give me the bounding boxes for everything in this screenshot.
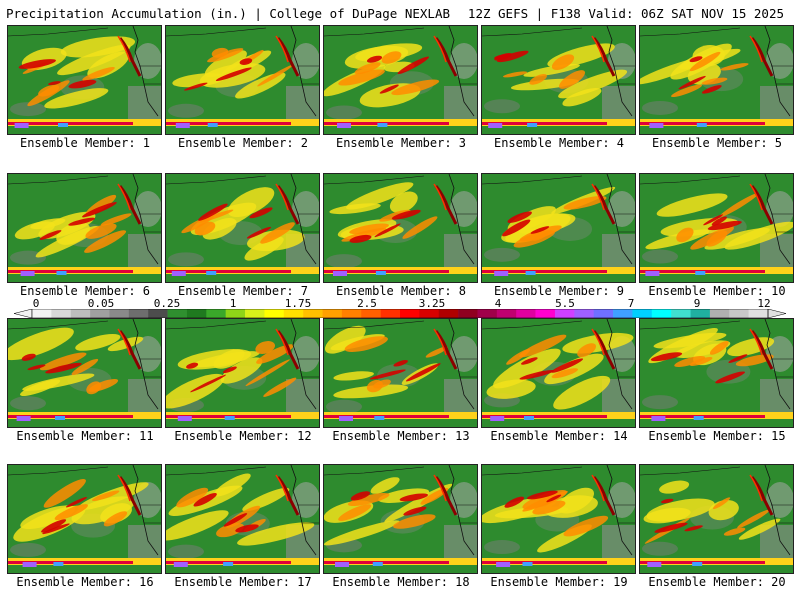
colorbar-tick-label: 1 <box>229 297 237 310</box>
colorbar-segment <box>496 309 517 318</box>
colorbar-segment <box>186 309 207 318</box>
colorbar-segment <box>574 309 594 318</box>
colorbar-segment <box>438 309 459 318</box>
ensemble-map-9 <box>481 173 636 283</box>
member-caption: Ensemble Member: 3 <box>335 136 467 150</box>
member-caption: Ensemble Member: 6 <box>19 284 151 298</box>
colorbar-segment <box>651 309 672 318</box>
ensemble-map-10 <box>639 173 794 283</box>
colorbar-segment <box>32 309 52 318</box>
colorbar-segment <box>400 309 420 318</box>
colorbar-tick-label: 0 <box>32 297 40 310</box>
ensemble-map-4 <box>481 25 636 135</box>
ensemble-map-15 <box>639 318 794 428</box>
colorbar-segment <box>690 309 711 318</box>
ensemble-map-13 <box>323 318 478 428</box>
member-caption: Ensemble Member: 13 <box>332 429 470 443</box>
colorbar-tick-label: 0.25 <box>153 297 181 310</box>
colorbar-segment <box>632 309 653 318</box>
ensemble-map-17 <box>165 464 320 574</box>
colorbar-segment <box>554 309 575 318</box>
colorbar-tick-label: 5.5 <box>555 297 575 310</box>
member-caption: Ensemble Member: 7 <box>177 284 309 298</box>
member-caption: Ensemble Member: 11 <box>16 429 154 443</box>
colorbar-segment <box>341 309 362 318</box>
colorbar-segment <box>303 309 323 318</box>
colorbar-tick-label: 4 <box>494 297 502 310</box>
colorbar-left-arrow <box>14 309 33 318</box>
colorbar-segment <box>51 309 72 318</box>
colorbar-segment <box>748 309 769 318</box>
ensemble-map-12 <box>165 318 320 428</box>
colorbar-right-arrow <box>767 309 786 318</box>
member-caption: Ensemble Member: 16 <box>16 575 154 589</box>
colorbar-segment <box>477 309 498 318</box>
ensemble-map-6 <box>7 173 162 283</box>
member-caption: Ensemble Member: 8 <box>335 284 467 298</box>
ensemble-map-18 <box>323 464 478 574</box>
ensemble-map-1 <box>7 25 162 135</box>
ensemble-map-16 <box>7 464 162 574</box>
member-caption: Ensemble Member: 2 <box>177 136 309 150</box>
colorbar-tick-label: 3.25 <box>418 297 446 310</box>
ensemble-map-14 <box>481 318 636 428</box>
colorbar-tick-label: 0.05 <box>87 297 115 310</box>
ensemble-map-3 <box>323 25 478 135</box>
colorbar-segment <box>535 309 556 318</box>
colorbar-segment <box>109 309 130 318</box>
ensemble-map-8 <box>323 173 478 283</box>
ensemble-map-11 <box>7 318 162 428</box>
colorbar-tick-labels: 0 0.05 0.25 1 1.75 2.5 3.25 4 5.5 7 9 12 <box>0 297 800 311</box>
member-caption: Ensemble Member: 14 <box>490 429 628 443</box>
colorbar-tick-label: 12 <box>757 297 771 310</box>
colorbar-segment <box>361 309 381 318</box>
colorbar-segment <box>167 309 188 318</box>
member-caption: Ensemble Member: 4 <box>493 136 625 150</box>
colorbar-segment <box>729 309 749 318</box>
page-title: Precipitation Accumulation (in.) | Colle… <box>6 6 451 21</box>
ensemble-map-19 <box>481 464 636 574</box>
member-caption: Ensemble Member: 9 <box>493 284 625 298</box>
colorbar-segment <box>128 309 149 318</box>
member-caption: Ensemble Member: 1 <box>19 136 151 150</box>
colorbar-tick-label: 2.5 <box>357 297 377 310</box>
colorbar-segment <box>593 309 614 318</box>
colorbar-segment <box>458 309 478 318</box>
member-caption: Ensemble Member: 15 <box>648 429 786 443</box>
colorbar-segment <box>70 309 91 318</box>
ensemble-map-5 <box>639 25 794 135</box>
colorbar-segment <box>516 309 536 318</box>
colorbar-segment <box>613 309 633 318</box>
ensemble-map-7 <box>165 173 320 283</box>
colorbar-segment <box>264 309 285 318</box>
member-caption: Ensemble Member: 10 <box>648 284 786 298</box>
colorbar <box>14 309 786 318</box>
ensemble-map-2 <box>165 25 320 135</box>
member-caption: Ensemble Member: 12 <box>174 429 312 443</box>
model-run-info: 12Z GEFS | F138 Valid: 06Z SAT NOV 15 20… <box>467 6 784 21</box>
colorbar-segment <box>671 309 691 318</box>
ensemble-map-20 <box>639 464 794 574</box>
colorbar-segment <box>206 309 226 318</box>
colorbar-segment <box>90 309 110 318</box>
colorbar-segment <box>225 309 246 318</box>
colorbar-segment <box>148 309 168 318</box>
colorbar-tick-label: 1.75 <box>284 297 312 310</box>
member-caption: Ensemble Member: 5 <box>651 136 783 150</box>
member-caption: Ensemble Member: 20 <box>648 575 786 589</box>
member-caption: Ensemble Member: 18 <box>332 575 470 589</box>
colorbar-tick-label: 9 <box>693 297 701 310</box>
colorbar-segment <box>709 309 730 318</box>
colorbar-segment <box>245 309 265 318</box>
colorbar-segment <box>419 309 440 318</box>
colorbar-segment <box>380 309 401 318</box>
colorbar-segment <box>322 309 343 318</box>
colorbar-segment <box>283 309 304 318</box>
member-caption: Ensemble Member: 17 <box>174 575 312 589</box>
colorbar-tick-label: 7 <box>627 297 635 310</box>
member-caption: Ensemble Member: 19 <box>490 575 628 589</box>
